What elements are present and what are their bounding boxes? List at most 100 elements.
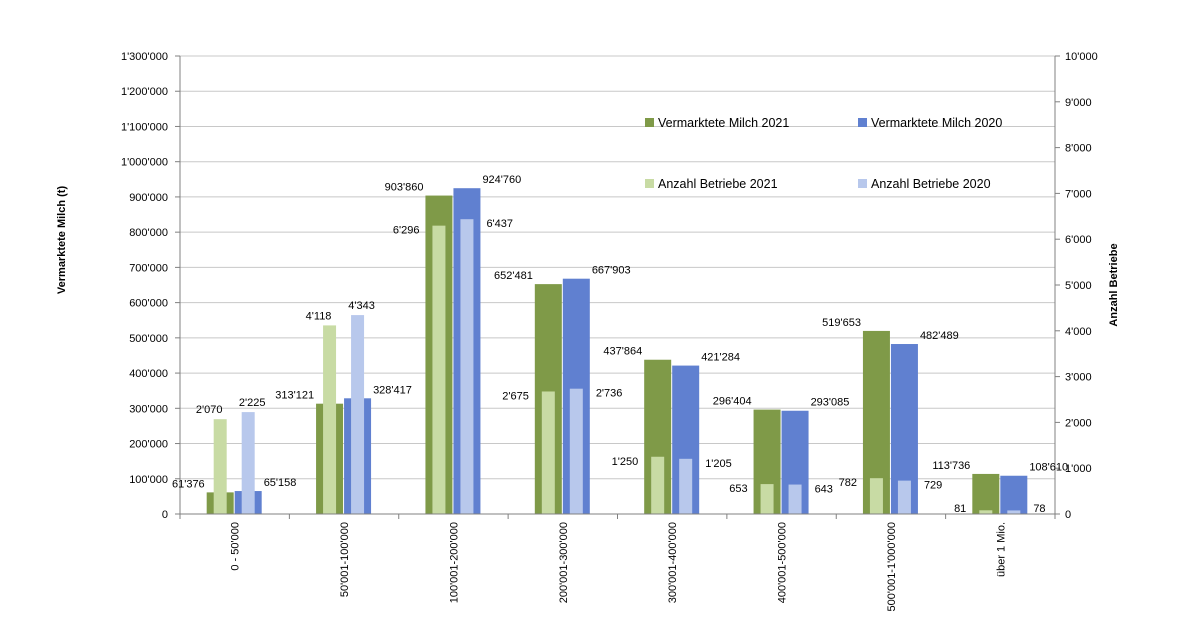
- legend-label: Vermarktete Milch 2020: [871, 116, 1002, 130]
- data-label-betriebe-2021: 6'296: [393, 225, 420, 237]
- data-label-milk-2021: 519'653: [822, 317, 861, 329]
- legend: Vermarktete Milch 2021 Vermarktete Milch …: [645, 116, 1002, 191]
- data-label-betriebe-2020: 1'205: [705, 458, 732, 470]
- data-label-milk-2020: 924'760: [482, 174, 521, 186]
- data-label-milk-2021: 113'736: [932, 460, 970, 472]
- data-label-betriebe-2020: 4'343: [348, 300, 375, 312]
- y2-tick-label: 0: [1065, 509, 1071, 521]
- y2-tick-label: 3'000: [1065, 372, 1092, 384]
- legend-label: Anzahl Betriebe 2021: [658, 177, 778, 191]
- data-label-milk-2021: 313'121: [275, 390, 314, 402]
- x-tick-label: über 1 Mio.: [995, 522, 1007, 577]
- data-label-betriebe-2020: 643: [815, 484, 833, 496]
- y-tick-label: 700'000: [129, 262, 168, 274]
- y-tick-label: 600'000: [129, 298, 168, 310]
- data-label-milk-2021: 61'376: [172, 478, 205, 490]
- x-tick-label: 50'001-100'000: [339, 522, 351, 597]
- y-tick-label: 400'000: [129, 368, 168, 380]
- y2-axis-title: Anzahl Betriebe: [1108, 243, 1120, 326]
- y2-tick-label: 2'000: [1065, 417, 1092, 429]
- data-label-betriebe-2020: 6'437: [486, 218, 513, 230]
- data-label-milk-2020: 328'417: [373, 384, 412, 396]
- x-tick-label: 300'001-400'000: [667, 522, 679, 603]
- y-tick-label: 500'000: [129, 333, 168, 345]
- bar-betriebe-2021: [979, 510, 993, 514]
- y2-tick-label: 4'000: [1065, 326, 1092, 338]
- y2-tick-label: 9'000: [1065, 97, 1092, 109]
- bar-betriebe-2020: [460, 219, 474, 514]
- bar-betriebe-2021: [432, 225, 446, 515]
- left-axis-ticks: 0 100'000 200'000 300'000 400'000 500'000 600'…: [121, 51, 168, 521]
- y2-tick-label: 1'000: [1065, 463, 1092, 475]
- legend-swatch: [858, 118, 867, 127]
- bar-betriebe-2021: [869, 478, 883, 514]
- bars: [206, 188, 1028, 515]
- right-axis-ticks: 0 1'000 2'000 3'000 4'000 5'000 6'000 7'000 8'00…: [1065, 51, 1098, 521]
- y2-tick-label: 8'000: [1065, 143, 1092, 155]
- data-label-milk-2021: 437'864: [603, 346, 642, 358]
- data-label-betriebe-2020: 729: [924, 480, 942, 492]
- x-tick-label: 100'001-200'000: [448, 522, 460, 603]
- bar-betriebe-2021: [323, 325, 337, 514]
- legend-swatch: [645, 179, 654, 188]
- data-label-betriebe-2021: 4'118: [306, 310, 332, 322]
- data-label-betriebe-2021: 2'675: [502, 390, 529, 402]
- data-label-betriebe-2020: 2'736: [596, 388, 623, 400]
- data-label-milk-2020: 293'085: [811, 397, 850, 409]
- y-tick-label: 300'000: [129, 403, 168, 415]
- category-labels: 0 - 50'000 50'001-100'000 100'001-200'000 2…: [230, 522, 1008, 612]
- y-tick-label: 200'000: [129, 439, 168, 451]
- bar-milk-2021: [972, 473, 1000, 514]
- legend-swatch: [858, 179, 867, 188]
- data-label-milk-2021: 296'404: [713, 396, 752, 408]
- bar-betriebe-2020: [1007, 510, 1021, 514]
- bar-betriebe-2020: [897, 480, 911, 514]
- data-label-betriebe-2021: 782: [839, 477, 857, 489]
- bar-milk-2020: [1000, 475, 1028, 514]
- y-tick-label: 900'000: [129, 192, 168, 204]
- bar-betriebe-2020: [569, 388, 583, 514]
- y2-tick-label: 5'000: [1065, 280, 1092, 292]
- x-tick-label: 500'001-1'000'000: [886, 522, 898, 612]
- data-label-milk-2020: 108'610: [1029, 462, 1068, 474]
- y-tick-label: 800'000: [129, 227, 168, 239]
- data-label-milk-2020: 421'284: [701, 352, 740, 364]
- axes: [175, 55, 1060, 519]
- data-label-betriebe-2021: 2'070: [196, 404, 223, 416]
- legend-label: Anzahl Betriebe 2020: [871, 177, 991, 191]
- bar-betriebe-2020: [351, 315, 365, 514]
- bar-betriebe-2020: [788, 484, 802, 514]
- data-label-betriebe-2021: 653: [729, 483, 747, 495]
- y2-tick-label: 10'000: [1065, 51, 1098, 63]
- bar-betriebe-2020: [679, 458, 693, 514]
- data-label-milk-2020: 667'903: [592, 265, 631, 277]
- x-tick-label: 200'001-300'000: [558, 522, 570, 603]
- bar-betriebe-2021: [651, 456, 665, 514]
- value-labels: 61'376 65'158 2'070 2'225 313'121 328'417 4'11…: [172, 174, 1068, 515]
- data-label-betriebe-2021: 81: [954, 503, 966, 515]
- bar-betriebe-2020: [241, 412, 255, 514]
- y-tick-label: 1'000'000: [121, 157, 168, 169]
- data-label-milk-2020: 482'489: [920, 330, 959, 342]
- data-label-milk-2021: 652'481: [494, 270, 533, 282]
- bar-betriebe-2021: [541, 391, 555, 514]
- y-tick-label: 1'200'000: [121, 86, 168, 98]
- x-tick-label: 0 - 50'000: [230, 522, 242, 571]
- bar-betriebe-2021: [760, 484, 774, 514]
- bar-betriebe-2021: [213, 419, 227, 514]
- data-label-milk-2021: 903'860: [385, 182, 424, 194]
- y2-tick-label: 7'000: [1065, 188, 1092, 200]
- data-label-betriebe-2020: 78: [1033, 503, 1045, 515]
- y-tick-label: 1'300'000: [121, 51, 168, 63]
- y-axis-title: Vermarktete Milch (t): [56, 186, 68, 295]
- y-tick-label: 1'100'000: [121, 121, 168, 133]
- legend-label: Vermarktete Milch 2021: [658, 116, 789, 130]
- data-label-betriebe-2020: 2'225: [239, 397, 266, 409]
- y-tick-label: 0: [162, 509, 168, 521]
- y-tick-label: 100'000: [129, 474, 168, 486]
- x-tick-label: 400'001-500'000: [777, 522, 789, 603]
- data-label-milk-2020: 65'158: [264, 477, 297, 489]
- y2-tick-label: 6'000: [1065, 234, 1092, 246]
- legend-swatch: [645, 118, 654, 127]
